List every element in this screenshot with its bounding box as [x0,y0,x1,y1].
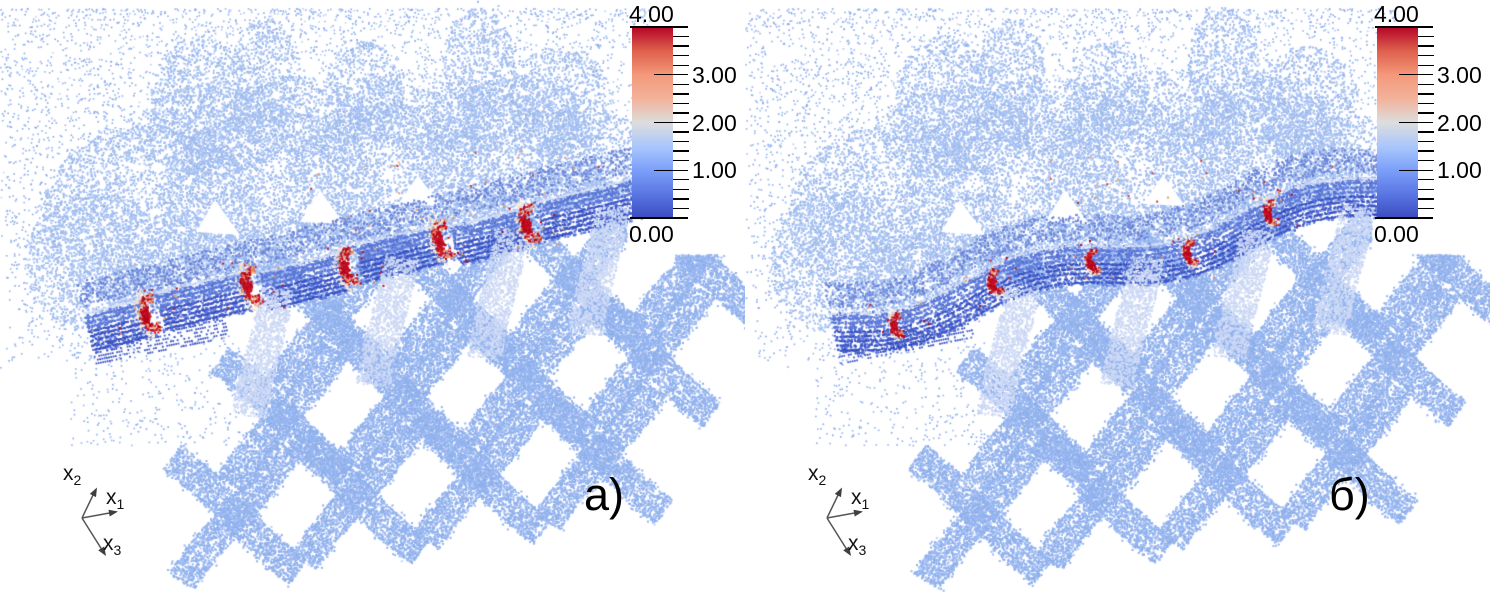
x1-arrowhead [853,509,863,517]
x3-arrowhead [843,546,851,556]
x1-arrowhead [108,509,118,517]
x2-arrowhead [89,487,97,498]
axis-triad [81,487,118,556]
panel-label-a: а) [584,469,625,520]
panel-label-b: б) [1329,469,1370,520]
x3-arrowhead [98,546,106,556]
panel-b: x2 x1 x3 4.00 0.00 1.00 2.00 3.00 б) [745,0,1490,593]
axis-label-x3: x3 [848,532,867,559]
pointcloud-canvas-a [0,0,745,593]
axis-label-x2: x2 [63,462,82,489]
axis-label-x3: x3 [103,532,122,559]
pointcloud-canvas-b [745,0,1490,593]
x2-arrowhead [834,487,842,498]
axis-label-x2: x2 [808,462,827,489]
axis-triad [826,487,863,556]
axis-label-x1: x1 [851,486,870,513]
panel-a: x2 x1 x3 4.00 0.00 1.00 2.00 3.00 а) [0,0,745,593]
axis-label-x1: x1 [106,486,125,513]
